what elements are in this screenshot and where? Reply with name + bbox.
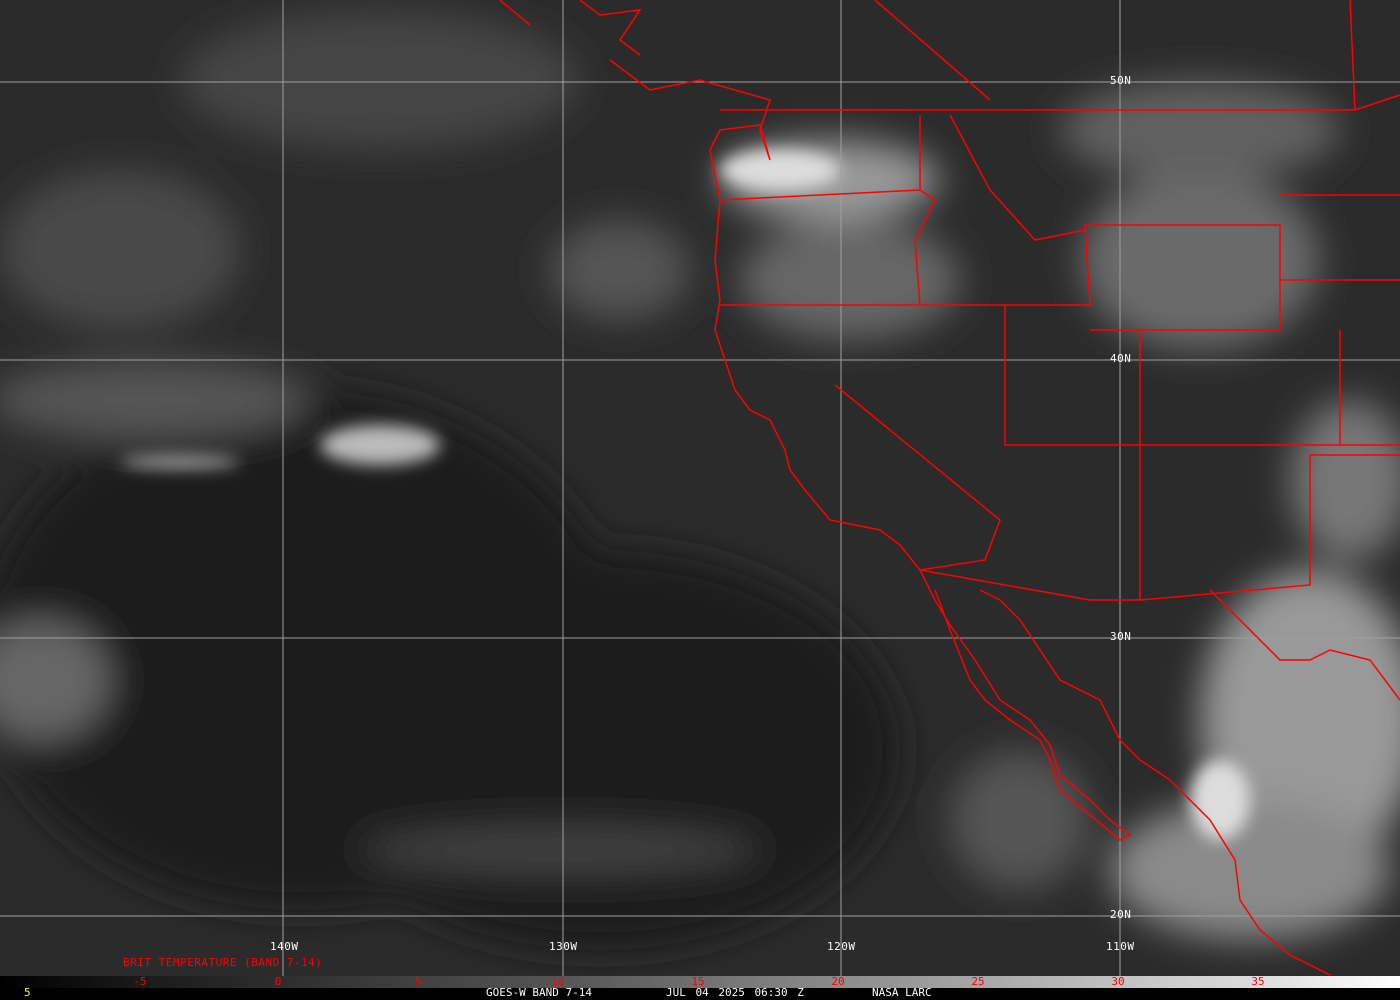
scale-tick: 10 <box>551 975 565 988</box>
coastlines-borders <box>499 0 1400 976</box>
scale-tick: 35 <box>1251 975 1265 988</box>
cloud-cover <box>0 10 1400 950</box>
legend-title: BRIT TEMPERATURE (BAND 7-14) <box>123 956 323 969</box>
lat-label-50n: 50N <box>1110 74 1132 87</box>
temperature-color-scale <box>0 976 1400 988</box>
lon-label-140w: 140W <box>270 940 299 953</box>
lat-label-30n: 30N <box>1110 630 1132 643</box>
lat-label-40n: 40N <box>1110 352 1132 365</box>
scale-tick: 25 <box>971 975 985 988</box>
lon-label-110w: 110W <box>1106 940 1135 953</box>
satellite-map[interactable]: 50N 40N 30N 20N 140W 130W 120W 110W BRIT… <box>0 0 1400 976</box>
lon-label-120w: 120W <box>827 940 856 953</box>
scale-tick: 30 <box>1111 975 1125 988</box>
lat-lon-grid <box>0 0 1400 976</box>
scale-tick: 5 <box>414 975 422 988</box>
lat-label-20n: 20N <box>1110 908 1132 921</box>
scale-tick: -5 <box>133 975 147 988</box>
image-datetime: JUL 04 2025 06:30 Z <box>666 986 804 999</box>
scale-tick: 0 <box>274 975 282 988</box>
scale-tick: 15 <box>691 975 705 988</box>
lon-label-130w: 130W <box>549 940 578 953</box>
scale-tick: 20 <box>831 975 845 988</box>
satellite-imagery <box>0 0 1400 976</box>
footer-bar <box>0 988 1400 1000</box>
corner-value: 5 <box>24 986 31 999</box>
satellite-band: GOES-W BAND 7-14 <box>486 986 592 999</box>
data-source: NASA LARC <box>872 986 932 999</box>
